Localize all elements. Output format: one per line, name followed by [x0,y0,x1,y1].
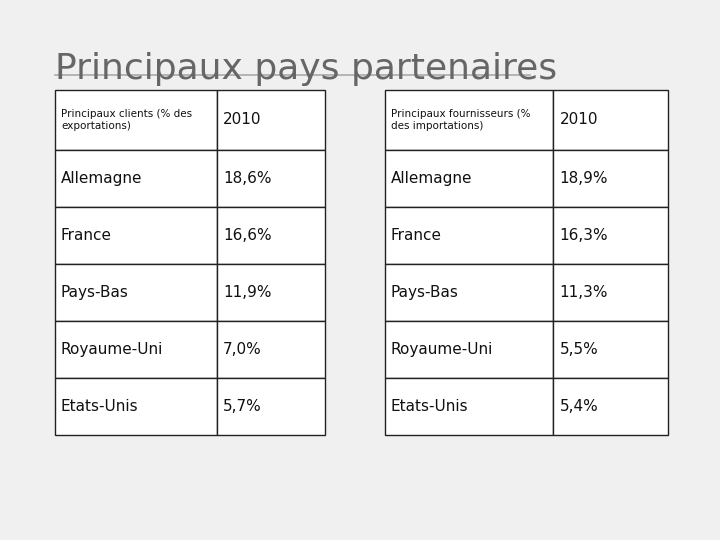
Text: Principaux pays partenaires: Principaux pays partenaires [55,52,557,86]
Bar [217,207,325,264]
Bar [55,321,217,378]
Text: Etats-Unis: Etats-Unis [61,399,139,414]
Text: 7,0%: 7,0% [223,342,262,357]
Bar [55,150,217,207]
Bar [385,207,554,264]
Bar [217,90,325,150]
Text: 5,7%: 5,7% [223,399,262,414]
Bar [385,321,554,378]
Text: 11,9%: 11,9% [223,285,271,300]
Text: 2010: 2010 [223,112,261,127]
Bar [385,150,554,207]
Text: France: France [391,228,442,243]
Text: Principaux clients (% des
exportations): Principaux clients (% des exportations) [61,109,192,131]
Text: 2010: 2010 [559,112,598,127]
Text: 5,4%: 5,4% [559,399,598,414]
Text: Allemagne: Allemagne [61,171,143,186]
Text: 5,5%: 5,5% [559,342,598,357]
Text: Pays-Bas: Pays-Bas [391,285,459,300]
Bar [217,378,325,435]
Text: Allemagne: Allemagne [391,171,472,186]
Bar [217,150,325,207]
Bar [385,378,554,435]
Bar [554,90,668,150]
Text: 16,6%: 16,6% [223,228,271,243]
Bar [385,90,554,150]
Text: Royaume-Uni: Royaume-Uni [391,342,493,357]
Bar [554,150,668,207]
Bar [55,378,217,435]
Bar [217,264,325,321]
Text: 11,3%: 11,3% [559,285,608,300]
Bar [554,321,668,378]
Text: Etats-Unis: Etats-Unis [391,399,469,414]
Bar [55,264,217,321]
Bar [55,90,217,150]
Text: 18,6%: 18,6% [223,171,271,186]
Bar [554,264,668,321]
Bar [554,378,668,435]
Text: France: France [61,228,112,243]
Text: 18,9%: 18,9% [559,171,608,186]
Text: Principaux fournisseurs (%
des importations): Principaux fournisseurs (% des importati… [391,109,531,131]
Bar [554,207,668,264]
Bar [55,207,217,264]
Text: Pays-Bas: Pays-Bas [61,285,129,300]
Bar [385,264,554,321]
Text: 16,3%: 16,3% [559,228,608,243]
Text: Royaume-Uni: Royaume-Uni [61,342,163,357]
Bar [217,321,325,378]
